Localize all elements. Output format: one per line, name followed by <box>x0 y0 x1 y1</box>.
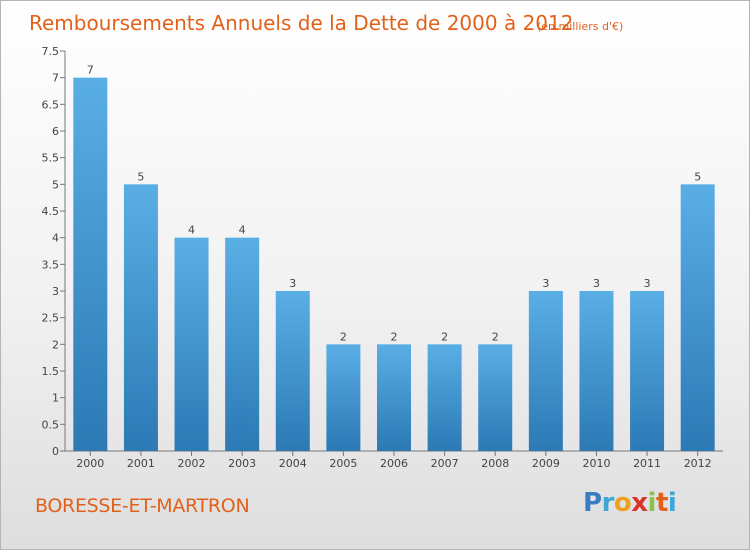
y-tick-label: 3.5 <box>42 258 60 271</box>
y-tick-label: 5.5 <box>42 152 60 165</box>
brand-letter: i <box>647 488 657 518</box>
x-tick-label: 2010 <box>582 457 610 470</box>
bar <box>225 237 260 451</box>
bar-value-label: 3 <box>289 277 296 290</box>
bar <box>579 291 614 451</box>
bar-value-label: 2 <box>492 330 499 343</box>
y-tick-label: 1.5 <box>42 365 60 378</box>
y-tick-label: 3 <box>52 285 59 298</box>
x-tick-label: 2005 <box>329 457 357 470</box>
x-tick-label: 2009 <box>532 457 560 470</box>
y-tick-label: 0.5 <box>42 418 60 431</box>
bar-value-label: 7 <box>87 64 94 77</box>
y-tick-label: 4.5 <box>42 205 60 218</box>
proxiti-logo[interactable]: Proxiti <box>583 488 677 518</box>
y-tick-label: 6 <box>52 125 59 138</box>
bar <box>123 184 158 452</box>
y-tick-label: 2 <box>52 338 59 351</box>
bar-value-label: 2 <box>441 330 448 343</box>
bar-value-label: 3 <box>593 277 600 290</box>
x-tick-label: 2011 <box>633 457 661 470</box>
y-tick-label: 1 <box>52 392 59 405</box>
x-tick-label: 2002 <box>178 457 206 470</box>
brand-letter: r <box>601 488 615 518</box>
x-tick-label: 2001 <box>127 457 155 470</box>
commune-name: BORESSE-ET-MARTRON <box>35 495 250 517</box>
bar <box>174 237 209 451</box>
bar-value-label: 3 <box>542 277 549 290</box>
bar <box>630 291 665 451</box>
brand-letter: t <box>655 488 668 518</box>
y-tick-label: 0 <box>52 445 59 458</box>
bar-value-label: 4 <box>239 224 246 237</box>
bar <box>680 184 715 452</box>
x-tick-label: 2008 <box>481 457 509 470</box>
y-tick-label: 2.5 <box>42 312 60 325</box>
bar-value-label: 4 <box>188 224 195 237</box>
chart-unit: (en milliers d'€) <box>537 20 623 33</box>
x-tick-label: 2006 <box>380 457 408 470</box>
x-tick-label: 2007 <box>431 457 459 470</box>
y-tick-label: 4 <box>52 232 59 245</box>
brand-letter: i <box>667 488 677 518</box>
bar <box>528 291 563 451</box>
x-tick-label: 2003 <box>228 457 256 470</box>
bar <box>73 77 108 452</box>
bar-value-label: 2 <box>391 330 398 343</box>
y-tick-label: 5 <box>52 178 59 191</box>
y-tick-label: 6.5 <box>42 98 60 111</box>
bar <box>275 291 310 451</box>
x-tick-label: 2004 <box>279 457 307 470</box>
x-tick-label: 2012 <box>684 457 712 470</box>
axes: 0 0.5 1 1.5 2 2.5 3 3.5 4 4.5 5 5.5 6 6.5 7 7.5 2000 2001… <box>42 45 723 470</box>
bar <box>427 344 462 451</box>
bar-value-label: 5 <box>694 170 701 183</box>
x-tick-label: 2000 <box>76 457 104 470</box>
bar <box>478 344 513 451</box>
bar-value-label: 5 <box>137 170 144 183</box>
brand-letter: P <box>583 488 602 518</box>
y-tick-label: 7 <box>52 72 59 85</box>
y-tick-label: 7.5 <box>42 45 60 58</box>
bar <box>377 344 411 451</box>
chart-title: Remboursements Annuels de la Dette de 20… <box>29 11 573 35</box>
bar <box>326 344 361 451</box>
bar-value-label: 3 <box>644 277 651 290</box>
brand-letter: o <box>613 488 632 518</box>
brand-letter: x <box>631 488 648 518</box>
bars: 7 5 4 4 3 2 2 2 2 3 3 3 5 <box>73 64 715 452</box>
bar-value-label: 2 <box>340 330 347 343</box>
